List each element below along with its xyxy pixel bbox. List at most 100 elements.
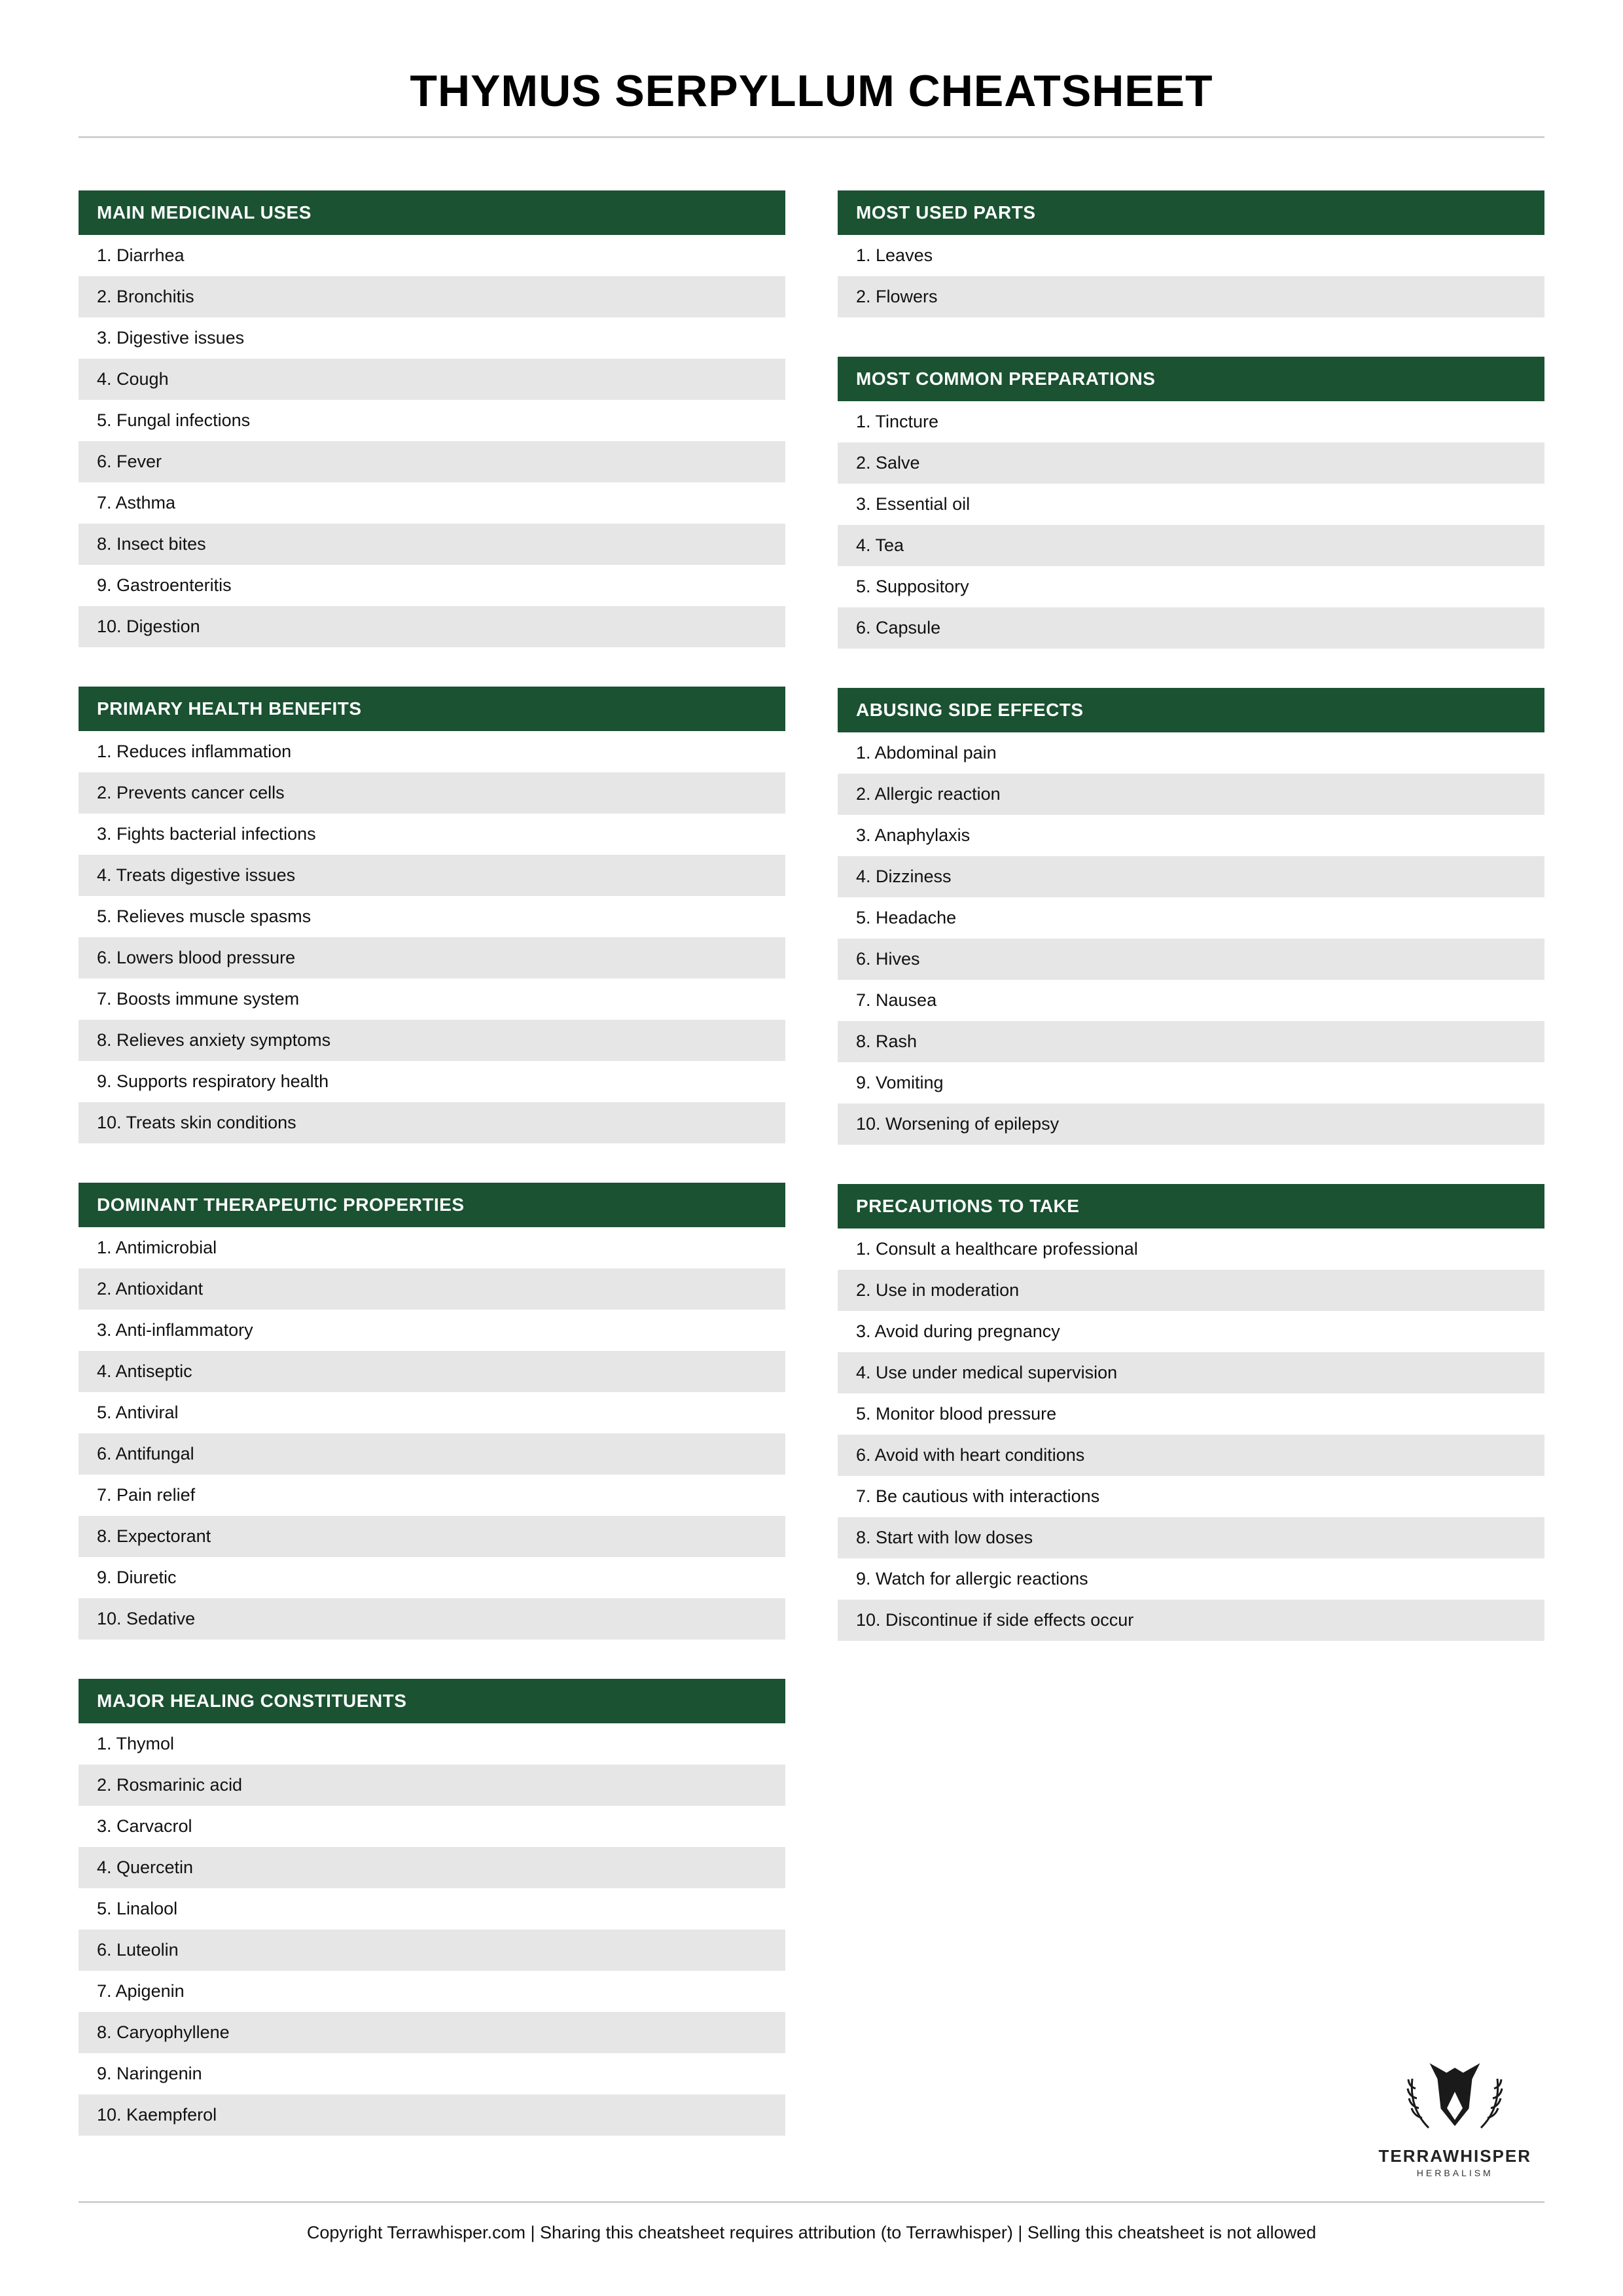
section: PRECAUTIONS TO TAKE1. Consult a healthca… <box>838 1184 1544 1641</box>
list-item: 7. Be cautious with interactions <box>838 1476 1544 1517</box>
section-list: 1. Leaves2. Flowers <box>838 235 1544 317</box>
list-item: 3. Digestive issues <box>79 317 785 359</box>
list-item: 3. Anti-inflammatory <box>79 1310 785 1351</box>
list-item: 5. Relieves muscle spasms <box>79 896 785 937</box>
section-header: MOST COMMON PREPARATIONS <box>838 357 1544 401</box>
right-column: MOST USED PARTS1. Leaves2. Flowers MOST C… <box>838 190 1544 2136</box>
section-list: 1. Antimicrobial2. Antioxidant3. Anti-in… <box>79 1227 785 1640</box>
list-item: 9. Gastroenteritis <box>79 565 785 606</box>
list-item: 1. Reduces inflammation <box>79 731 785 772</box>
brand-logo: TERRAWHISPER HERBALISM <box>1379 2043 1531 2178</box>
list-item: 2. Allergic reaction <box>838 774 1544 815</box>
section-list: 1. Abdominal pain2. Allergic reaction3. … <box>838 732 1544 1145</box>
list-item: 7. Asthma <box>79 482 785 524</box>
section-header: DOMINANT THERAPEUTIC PROPERTIES <box>79 1183 785 1227</box>
list-item: 7. Nausea <box>838 980 1544 1021</box>
list-item: 1. Leaves <box>838 235 1544 276</box>
list-item: 1. Diarrhea <box>79 235 785 276</box>
page-title: THYMUS SERPYLLUM CHEATSHEET <box>79 65 1544 136</box>
list-item: 10. Sedative <box>79 1598 785 1640</box>
list-item: 1. Thymol <box>79 1723 785 1765</box>
list-item: 2. Bronchitis <box>79 276 785 317</box>
list-item: 6. Lowers blood pressure <box>79 937 785 978</box>
list-item: 1. Tincture <box>838 401 1544 442</box>
list-item: 10. Worsening of epilepsy <box>838 1103 1544 1145</box>
logo-brand-text: TERRAWHISPER <box>1379 2146 1531 2166</box>
section-header: ABUSING SIDE EFFECTS <box>838 688 1544 732</box>
list-item: 5. Linalool <box>79 1888 785 1929</box>
list-item: 9. Supports respiratory health <box>79 1061 785 1102</box>
footer-text: Copyright Terrawhisper.com | Sharing thi… <box>79 2223 1544 2243</box>
left-column: MAIN MEDICINAL USES1. Diarrhea2. Bronchi… <box>79 190 785 2136</box>
list-item: 4. Tea <box>838 525 1544 566</box>
list-item: 1. Consult a healthcare professional <box>838 1229 1544 1270</box>
list-item: 2. Salve <box>838 442 1544 484</box>
list-item: 8. Relieves anxiety symptoms <box>79 1020 785 1061</box>
list-item: 4. Cough <box>79 359 785 400</box>
list-item: 10. Digestion <box>79 606 785 647</box>
list-item: 4. Dizziness <box>838 856 1544 897</box>
logo-sub-text: HERBALISM <box>1379 2168 1531 2178</box>
list-item: 9. Watch for allergic reactions <box>838 1558 1544 1600</box>
list-item: 6. Avoid with heart conditions <box>838 1435 1544 1476</box>
section-list: 1. Thymol2. Rosmarinic acid3. Carvacrol4… <box>79 1723 785 2136</box>
list-item: 10. Kaempferol <box>79 2094 785 2136</box>
section: MAJOR HEALING CONSTITUENTS1. Thymol2. Ro… <box>79 1679 785 2136</box>
section-list: 1. Consult a healthcare professional2. U… <box>838 1229 1544 1641</box>
list-item: 6. Capsule <box>838 607 1544 649</box>
fox-laurel-icon <box>1389 2043 1520 2141</box>
list-item: 3. Essential oil <box>838 484 1544 525</box>
list-item: 3. Avoid during pregnancy <box>838 1311 1544 1352</box>
logo-mark <box>1379 2043 1531 2141</box>
list-item: 4. Treats digestive issues <box>79 855 785 896</box>
divider-top <box>79 136 1544 138</box>
list-item: 9. Vomiting <box>838 1062 1544 1103</box>
section: ABUSING SIDE EFFECTS1. Abdominal pain2. … <box>838 688 1544 1145</box>
list-item: 3. Fights bacterial infections <box>79 814 785 855</box>
list-item: 8. Rash <box>838 1021 1544 1062</box>
list-item: 4. Quercetin <box>79 1847 785 1888</box>
list-item: 6. Fever <box>79 441 785 482</box>
list-item: 5. Fungal infections <box>79 400 785 441</box>
list-item: 9. Naringenin <box>79 2053 785 2094</box>
section-header: MAIN MEDICINAL USES <box>79 190 785 235</box>
list-item: 2. Use in moderation <box>838 1270 1544 1311</box>
list-item: 6. Luteolin <box>79 1929 785 1971</box>
columns-container: MAIN MEDICINAL USES1. Diarrhea2. Bronchi… <box>79 190 1544 2136</box>
list-item: 7. Pain relief <box>79 1475 785 1516</box>
section-list: 1. Reduces inflammation2. Prevents cance… <box>79 731 785 1143</box>
list-item: 2. Prevents cancer cells <box>79 772 785 814</box>
list-item: 5. Monitor blood pressure <box>838 1393 1544 1435</box>
list-item: 3. Carvacrol <box>79 1806 785 1847</box>
section: PRIMARY HEALTH BENEFITS1. Reduces inflam… <box>79 687 785 1143</box>
list-item: 3. Anaphylaxis <box>838 815 1544 856</box>
list-item: 5. Suppository <box>838 566 1544 607</box>
section-header: MAJOR HEALING CONSTITUENTS <box>79 1679 785 1723</box>
list-item: 4. Use under medical supervision <box>838 1352 1544 1393</box>
list-item: 7. Boosts immune system <box>79 978 785 1020</box>
list-item: 8. Caryophyllene <box>79 2012 785 2053</box>
section-list: 1. Tincture2. Salve3. Essential oil4. Te… <box>838 401 1544 649</box>
section-list: 1. Diarrhea2. Bronchitis3. Digestive iss… <box>79 235 785 647</box>
list-item: 6. Antifungal <box>79 1433 785 1475</box>
list-item: 5. Antiviral <box>79 1392 785 1433</box>
section-header: MOST USED PARTS <box>838 190 1544 235</box>
section: MAIN MEDICINAL USES1. Diarrhea2. Bronchi… <box>79 190 785 647</box>
list-item: 5. Headache <box>838 897 1544 939</box>
list-item: 4. Antiseptic <box>79 1351 785 1392</box>
list-item: 2. Antioxidant <box>79 1268 785 1310</box>
section: MOST COMMON PREPARATIONS1. Tincture2. Sa… <box>838 357 1544 649</box>
list-item: 6. Hives <box>838 939 1544 980</box>
list-item: 7. Apigenin <box>79 1971 785 2012</box>
list-item: 8. Insect bites <box>79 524 785 565</box>
list-item: 9. Diuretic <box>79 1557 785 1598</box>
list-item: 8. Expectorant <box>79 1516 785 1557</box>
section-header: PRIMARY HEALTH BENEFITS <box>79 687 785 731</box>
list-item: 10. Discontinue if side effects occur <box>838 1600 1544 1641</box>
section-header: PRECAUTIONS TO TAKE <box>838 1184 1544 1229</box>
list-item: 1. Abdominal pain <box>838 732 1544 774</box>
section: MOST USED PARTS1. Leaves2. Flowers <box>838 190 1544 317</box>
list-item: 8. Start with low doses <box>838 1517 1544 1558</box>
list-item: 2. Rosmarinic acid <box>79 1765 785 1806</box>
divider-bottom <box>79 2201 1544 2203</box>
